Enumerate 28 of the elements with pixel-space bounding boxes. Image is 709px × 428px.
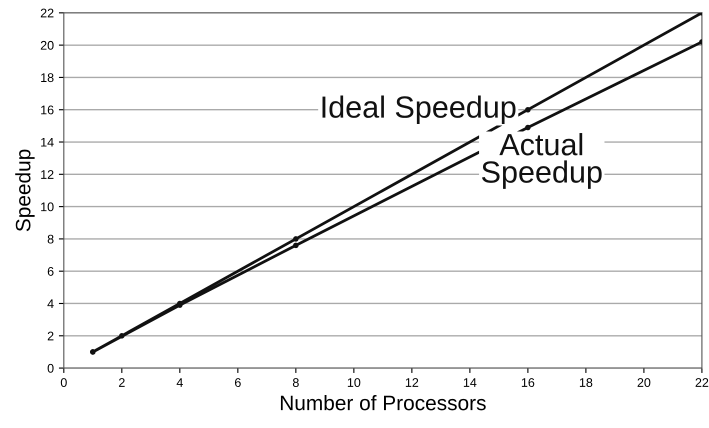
x-tick-label: 18: [580, 378, 592, 387]
x-axis-title: Number of Processors: [280, 395, 486, 410]
y-tick-label: 4: [47, 299, 54, 308]
y-tick-label: 2: [48, 332, 54, 340]
x-tick-label: 4: [176, 378, 183, 387]
x-tick-label: 8: [292, 378, 299, 387]
y-axis-title: Speedup: [15, 150, 35, 232]
x-tick-label: 6: [234, 378, 241, 387]
y-tick-label: 8: [48, 234, 54, 244]
x-tick-label: 2: [118, 378, 125, 387]
y-tick-label: 18: [41, 73, 54, 82]
y-tick-label: 0: [48, 364, 54, 373]
series-label: Ideal Speedup: [322, 95, 516, 124]
x-tick-label: 20: [638, 378, 650, 387]
y-tick-label: 12: [41, 170, 54, 179]
y-tick-label: 10: [41, 202, 54, 212]
y-tick-label: 6: [48, 266, 54, 276]
x-tick-label: 10: [348, 378, 360, 387]
x-tick-label: 22: [696, 378, 708, 387]
x-tick-label: 16: [522, 378, 534, 387]
y-tick-label: 20: [40, 40, 54, 50]
x-tick-label: 14: [464, 378, 476, 387]
y-tick-label: 22: [40, 8, 54, 18]
series-label: Actual Speedup: [482, 133, 602, 189]
y-tick-label: 14: [41, 138, 54, 147]
x-tick-label: 0: [60, 378, 67, 387]
y-tick-label: 16: [41, 106, 54, 114]
x-tick-label: 12: [406, 378, 418, 387]
